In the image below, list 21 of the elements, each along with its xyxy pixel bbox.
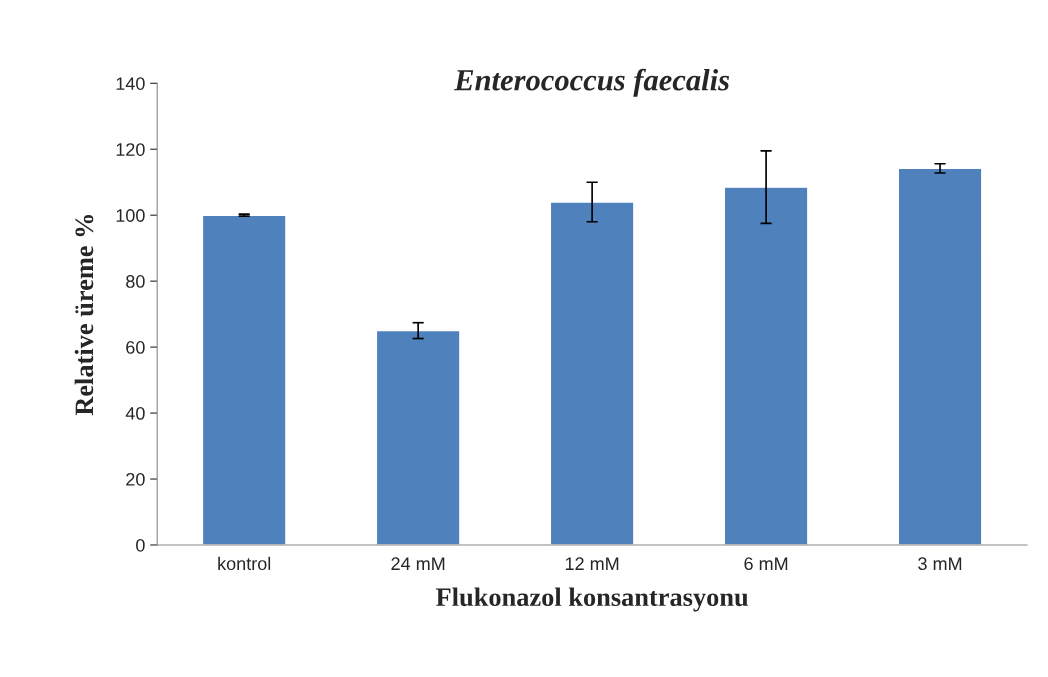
y-tick-label: 80: [126, 275, 145, 288]
chart-title: Enterococcus faecalis: [453, 68, 730, 97]
bar: [201, 214, 287, 545]
bar: [897, 167, 983, 545]
bar: [549, 201, 635, 545]
bar: [723, 186, 809, 545]
x-tick-label: 24 mM: [391, 557, 445, 570]
x-axis-title: Flukonazol konsantrasyonu: [436, 587, 748, 612]
y-axis-title: Relative üreme %: [74, 214, 94, 416]
y-tick-label: 60: [126, 341, 145, 354]
y-tick-label: 0: [136, 538, 145, 552]
x-tick-label: 3 mM: [918, 557, 962, 571]
x-tick-label: 12 mM: [565, 557, 619, 570]
x-tick-label: 6 mM: [744, 557, 788, 571]
y-tick-label: 20: [126, 472, 145, 486]
x-tick-label: kontrol: [218, 556, 271, 571]
y-tick-label: 140: [116, 77, 145, 90]
y-tick-label: 100: [116, 209, 145, 222]
y-tick-label: 40: [125, 407, 145, 420]
y-tick-label: 120: [116, 143, 145, 156]
bar: [375, 329, 461, 545]
